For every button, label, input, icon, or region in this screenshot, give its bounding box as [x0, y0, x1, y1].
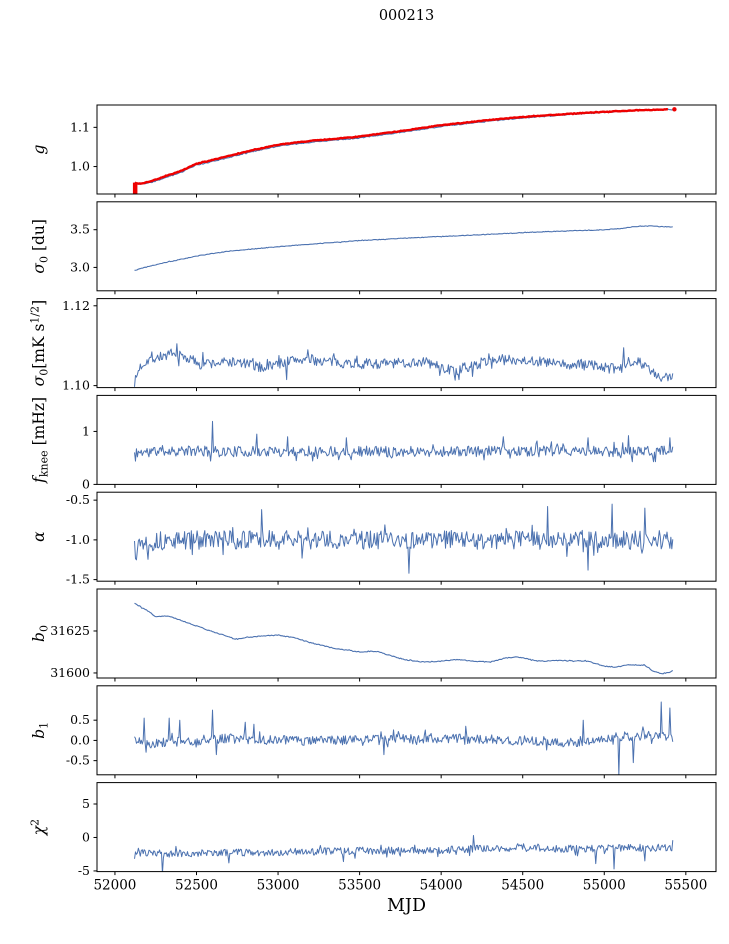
y-tick-label: 1 [82, 423, 90, 438]
y-axis-label-b1: b1​ [30, 722, 51, 739]
y-axis-label-b0: b0​ [30, 625, 51, 642]
panel-chi2-data [134, 834, 674, 872]
panel-sigma0-mK-frame [96, 298, 717, 389]
x-tick-label: 53500 [338, 878, 381, 894]
y-axis-label-sigma0-mK: σ0​[mK s1/2​] [29, 300, 51, 387]
y-tick-label: 3.0 [70, 259, 90, 274]
y-tick-label: 5 [82, 796, 90, 811]
panel-sigma0-du-frame [96, 201, 717, 292]
panel-b0-data [134, 602, 674, 675]
panel-b1-frame [96, 685, 717, 776]
y-tick-label: 0.5 [70, 712, 90, 727]
x-axis-label: MJD [387, 896, 426, 916]
y-axis-label-f-knee: fknee​ [mHz] [30, 397, 51, 484]
x-tick-label: 54500 [501, 878, 544, 894]
series-chi2 [134, 834, 674, 872]
panel-b1-data [134, 701, 674, 775]
y-tick-label: 31600 [50, 665, 90, 680]
endpoint-marker-gain [672, 107, 677, 112]
x-tick-label: 52000 [93, 878, 136, 894]
y-axis-label-sigma0-du: σ0​ [du] [30, 219, 51, 274]
y-tick-label: 0 [82, 829, 90, 844]
y-tick-label: 3.5 [70, 222, 90, 237]
y-tick-label: 1.12 [62, 298, 90, 313]
series-g-fit [134, 108, 668, 185]
series-g-measured [134, 108, 673, 185]
y-tick-label: -1.5 [66, 572, 90, 587]
y-axis-label-chi2: χ2​ [29, 819, 49, 836]
series-sigma0-mK [134, 343, 674, 387]
y-tick-label: -1.0 [66, 532, 90, 547]
chart-title: 000213 [378, 8, 435, 24]
y-axis-label-alpha: α [30, 531, 48, 542]
panel-f-knee-data [134, 420, 674, 463]
x-tick-label: 55500 [664, 878, 707, 894]
panel-chi2-frame [96, 782, 717, 873]
y-tick-label: 31625 [50, 623, 90, 638]
series-alpha [134, 503, 674, 574]
panel-b0-frame [96, 588, 717, 679]
series-sigma0-du [134, 225, 673, 271]
series-b0 [134, 602, 674, 675]
panel-alpha-data [134, 503, 674, 574]
y-tick-label: -0.5 [66, 753, 90, 768]
panel-f-knee-frame [96, 394, 717, 485]
y-tick-label: 1.1 [70, 119, 90, 134]
x-tick-label: 52500 [175, 878, 218, 894]
series-b1 [134, 701, 674, 775]
x-tick-label: 54000 [420, 878, 463, 894]
y-tick-label: 0.0 [70, 732, 90, 747]
panel-sigma0-mK-data [134, 343, 674, 387]
series-f-knee [134, 420, 674, 463]
y-tick-label: -5 [78, 863, 90, 878]
panel-alpha-frame [96, 491, 717, 582]
y-tick-label: -0.5 [66, 492, 90, 507]
y-tick-label: 0 [82, 476, 90, 491]
panel-gain-frame [96, 104, 717, 195]
panel-sigma0-du-data [134, 225, 673, 271]
y-axis-label-gain: g [30, 144, 48, 154]
y-tick-label: 1.10 [62, 378, 90, 393]
x-tick-label: 55000 [583, 878, 626, 894]
x-tick-label: 53000 [257, 878, 300, 894]
y-tick-label: 1.0 [70, 159, 90, 174]
panel-gain-data [132, 107, 677, 194]
